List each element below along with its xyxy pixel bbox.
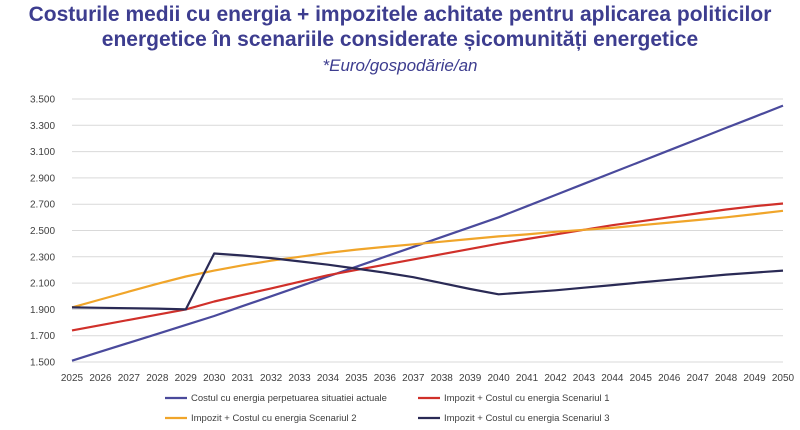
y-tick-label: 3.100 <box>30 147 55 158</box>
y-tick-label: 3.300 <box>30 121 55 132</box>
x-tick-label: 2035 <box>345 373 368 384</box>
chart-title-line-1: Costurile medii cu energia + impozitele … <box>28 3 772 26</box>
x-tick-label: 2028 <box>146 373 169 384</box>
x-tick-label: 2029 <box>175 373 198 384</box>
series-line-4 <box>71 252 784 311</box>
x-tick-label: 2039 <box>459 373 482 384</box>
series-lines <box>71 104 784 362</box>
x-tick-label: 2034 <box>317 373 340 384</box>
x-tick-label: 2030 <box>203 373 226 384</box>
legend-label: Costul cu energia perpetuarea situatiei … <box>191 393 387 404</box>
x-tick-label: 2045 <box>630 373 653 384</box>
chart-title-line-2: energetice în scenariile considerate șic… <box>101 28 699 51</box>
x-tick-label: 2050 <box>772 373 795 384</box>
y-tick-label: 2.300 <box>30 252 55 263</box>
x-tick-label: 2037 <box>402 373 425 384</box>
y-tick-label: 1.700 <box>30 331 55 342</box>
chart-subtitle: *Euro/gospodărie/an <box>322 56 478 75</box>
x-tick-label: 2031 <box>232 373 255 384</box>
legend-item-2: Impozit + Costul cu energia Scenariul 1 <box>418 393 610 404</box>
x-tick-label: 2046 <box>658 373 681 384</box>
series-line-1 <box>71 104 784 362</box>
chart-title: Costurile medii cu energia + impozitele … <box>0 2 800 52</box>
y-tick-label: 2.500 <box>30 226 55 237</box>
legend-label: Impozit + Costul cu energia Scenariul 1 <box>444 393 610 404</box>
legend-item-3: Impozit + Costul cu energia Scenariul 2 <box>165 413 357 424</box>
x-tick-label: 2044 <box>601 373 624 384</box>
grid-lines <box>72 98 783 363</box>
legend-label: Impozit + Costul cu energia Scenariul 2 <box>191 413 357 424</box>
series-line-2 <box>71 202 784 332</box>
x-tick-label: 2026 <box>89 373 112 384</box>
legend-label: Impozit + Costul cu energia Scenariul 3 <box>444 413 610 424</box>
x-tick-label: 2040 <box>487 373 510 384</box>
x-tick-label: 2027 <box>118 373 141 384</box>
y-tick-label: 2.900 <box>30 173 55 184</box>
x-tick-label: 2025 <box>61 373 84 384</box>
legend-item-4: Impozit + Costul cu energia Scenariul 3 <box>418 413 610 424</box>
x-tick-label: 2036 <box>374 373 397 384</box>
x-tick-label: 2038 <box>431 373 454 384</box>
x-tick-label: 2033 <box>288 373 311 384</box>
y-tick-label: 2.700 <box>30 200 55 211</box>
x-tick-label: 2049 <box>743 373 766 384</box>
x-tick-label: 2032 <box>260 373 283 384</box>
legend: Costul cu energia perpetuarea situatiei … <box>165 393 610 424</box>
series-line-3 <box>71 209 784 309</box>
y-tick-label: 1.500 <box>30 358 55 369</box>
legend-item-1: Costul cu energia perpetuarea situatiei … <box>165 393 387 404</box>
y-axis: 1.500 1.700 1.900 2.100 2.300 2.500 2.700 2.900… <box>30 95 55 369</box>
x-tick-label: 2048 <box>715 373 738 384</box>
y-tick-label: 1.900 <box>30 305 55 316</box>
x-tick-label: 2042 <box>544 373 567 384</box>
x-axis: 2025 2026 2027 2028 2029 2030 2031 2032 2033 2034… <box>61 373 795 384</box>
x-tick-label: 2047 <box>687 373 710 384</box>
x-tick-label: 2041 <box>516 373 539 384</box>
y-tick-label: 2.100 <box>30 279 55 290</box>
y-tick-label: 3.500 <box>30 95 55 106</box>
x-tick-label: 2043 <box>573 373 596 384</box>
